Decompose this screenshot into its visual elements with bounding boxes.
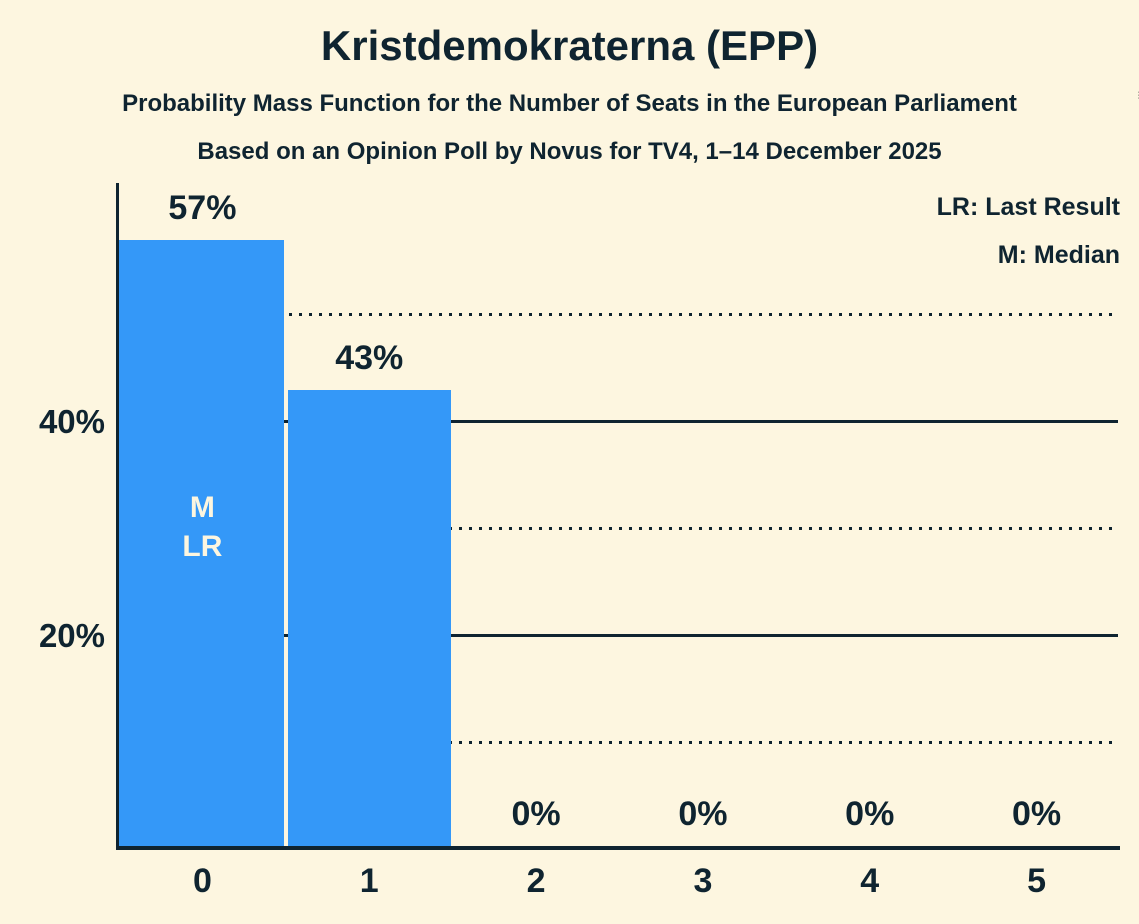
x-tick-label-0: 0	[192, 862, 212, 900]
plot-area: 57% 43% 0% 0% 0% 0% M LR	[116, 183, 1120, 850]
y-axis-line	[116, 183, 119, 850]
legend: LR: Last Result M: Median	[937, 183, 1120, 279]
bar-annotation-m-lr: M LR	[119, 488, 286, 566]
bar-value-label-2: 0%	[511, 795, 561, 833]
bar-value-label-1: 43%	[335, 338, 404, 377]
bar-value-label-3: 0%	[678, 795, 728, 833]
x-tick-label-5: 5	[1027, 862, 1047, 900]
bar-value-label-4: 0%	[845, 795, 895, 833]
legend-item-median: M: Median	[997, 241, 1120, 269]
x-tick-label-2: 2	[526, 862, 546, 900]
bar-annotation-line: M	[189, 490, 215, 524]
chart-title: Kristdemokraterna (EPP)	[320, 22, 819, 69]
y-tick-label-40%: 40%	[38, 402, 105, 440]
x-axis-line	[116, 846, 1120, 850]
bar-value-label-5: 0%	[1012, 795, 1062, 833]
y-tick-label-20%: 20%	[38, 616, 105, 654]
x-tick-label-1: 1	[359, 862, 379, 900]
gridline-dotted-50	[119, 313, 1118, 317]
gridline-dotted-10	[119, 741, 1118, 745]
x-tick-label-3: 3	[693, 862, 713, 900]
bar-seats-1	[287, 389, 451, 850]
chart-source-line: Based on an Opinion Poll by Novus for TV…	[197, 138, 942, 165]
bar-annotation-line: LR	[182, 529, 223, 563]
gridline-dotted-30	[119, 527, 1118, 531]
chart-subtitle: Probability Mass Function for the Number…	[122, 90, 1017, 117]
gridline-solid-20	[119, 634, 1118, 638]
x-axis-labels: 0 1 2 3 4 5	[119, 862, 1120, 912]
x-tick-label-4: 4	[860, 862, 880, 900]
bar-value-label-0: 57%	[168, 188, 237, 227]
bar-seats-0	[119, 239, 284, 850]
gridline-solid-40	[119, 420, 1118, 424]
legend-item-last-result: LR: Last Result	[936, 193, 1120, 221]
